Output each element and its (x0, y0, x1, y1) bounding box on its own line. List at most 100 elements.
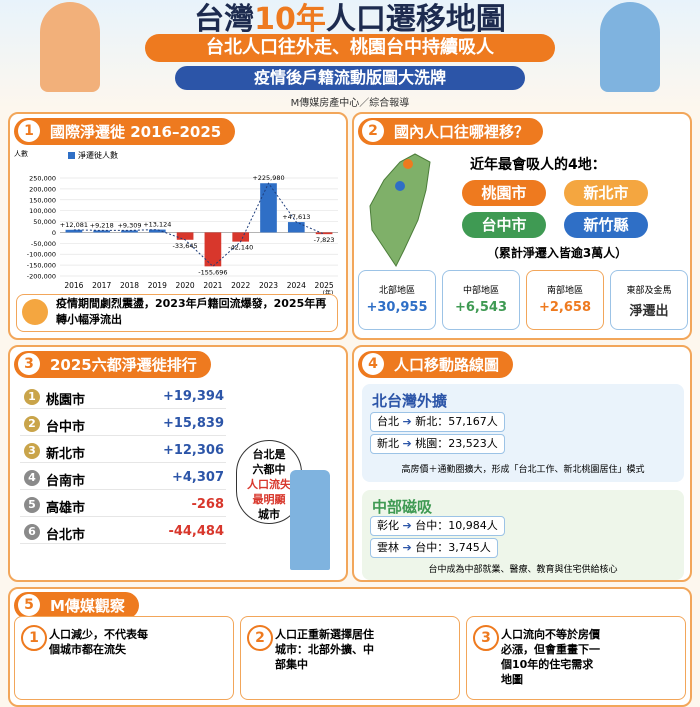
route: 雲林 ➔ 台中：3,745人 (370, 538, 498, 558)
y-tick-label: -200,000 (27, 273, 56, 281)
data-label: +13,124 (143, 221, 171, 229)
y-tick-label: 0 (52, 229, 56, 237)
route-arrow: ➔ (399, 519, 416, 532)
bubble-line: 人口流失 (247, 478, 291, 491)
route-note: 台中成為中部就業、醫療、教育與住宅供給核心 (428, 565, 618, 575)
footnote: （累計淨遷入皆逾3萬人） (486, 246, 628, 260)
note-box (16, 294, 338, 332)
legend-swatch (68, 152, 75, 159)
rank-number: 3 (24, 443, 40, 459)
route-value: 10,984人 (448, 519, 498, 532)
region-value: +2,658 (538, 300, 591, 315)
region-value: 淨遷出 (629, 304, 669, 319)
route-sep: ： (437, 519, 449, 532)
x-tick-label: 2019 (148, 281, 167, 290)
city-name: 高雄市 (46, 501, 86, 516)
section-title-text: 人口移動路線圖 (394, 356, 500, 374)
illustration (600, 2, 660, 92)
city-name: 台中市 (46, 420, 86, 435)
route-arrow: ➔ (399, 541, 416, 554)
section-number: 5 (18, 594, 40, 616)
bar (176, 232, 194, 240)
x-unit: (年) (323, 289, 334, 294)
x-tick-label: 2017 (92, 281, 111, 290)
y-axis-label: 人數 (14, 149, 28, 158)
route-sep: ： (437, 437, 449, 450)
map (369, 153, 431, 267)
route-from: 雲林 (377, 541, 399, 554)
data-label: -33,645 (173, 242, 198, 250)
region-value: +30,955 (366, 300, 428, 315)
data-label: +12,081 (60, 221, 88, 229)
bar (148, 229, 166, 233)
city-tag: 桃園市 (462, 180, 546, 206)
route-to: 台中 (415, 519, 438, 532)
data-label: -42,140 (228, 244, 253, 252)
observation-text: 人口正重新選擇居住城市：北部外擴、中部集中 (275, 628, 374, 671)
rank-number: 5 (24, 497, 40, 513)
y-tick-label: 250,000 (29, 175, 56, 183)
section-title: 2 國內人口往哪裡移？ (358, 118, 544, 145)
observation-text: 人口減少，不代表每個城市都在流失 (49, 628, 148, 656)
bar (65, 229, 83, 233)
rank-number: 6 (24, 524, 40, 540)
net-migration: +15,839 (162, 416, 224, 431)
region-name: 南部地區 (546, 286, 583, 296)
section-title: 1 國際淨遷徙 2016–2025 (14, 118, 236, 145)
y-tick-label: -100,000 (27, 251, 56, 259)
city-name: 台北市 (46, 528, 86, 543)
city-name: 台南市 (46, 474, 86, 489)
route-value: 3,745人 (448, 541, 491, 554)
route-title: 中部磁吸 (372, 498, 433, 516)
note: 疫情期間劇烈震盪，2023年戶籍回流爆發，2025年再轉小幅淨流出 (56, 297, 327, 326)
data-label: -155,696 (198, 268, 227, 276)
route-from: 新北 (377, 437, 399, 450)
rank-row: 5 高雄市 -268 (20, 494, 226, 517)
region: 中部地區 +6,543 (442, 270, 520, 330)
rank-row: 1 桃園市 +19,394 (20, 386, 226, 409)
route-panel: 中部磁吸 台中成為中部就業、醫療、教育與住宅供給核心 彰化 ➔ 台中：10,984人… (362, 490, 684, 580)
data-label: +9,309 (117, 221, 141, 229)
route-to: 桃園 (415, 437, 438, 450)
rank-number: 4 (24, 470, 40, 486)
bar (232, 232, 250, 242)
data-label: +9,218 (90, 221, 114, 229)
y-tick-label: -50,000 (31, 240, 56, 248)
route-note: 高房價＋通勤圈擴大，形成「台北工作、新北桃園居住」模式 (401, 465, 645, 475)
route: 彰化 ➔ 台中：10,984人 (370, 516, 505, 536)
bar (315, 232, 333, 235)
tagline: 疫情後戶籍流動版圖大洗牌 (175, 66, 525, 90)
region: 東部及金馬 淨遷出 (610, 270, 688, 330)
trend-line (73, 182, 325, 268)
region: 南部地區 +2,658 (526, 270, 604, 330)
route: 新北 ➔ 桃園：23,523人 (370, 434, 505, 454)
rank-row: 2 台中市 +15,839 (20, 413, 226, 436)
city-tag: 新北市 (564, 180, 648, 206)
data-label: +47,613 (282, 213, 310, 221)
icon (22, 299, 48, 325)
bar (204, 232, 222, 267)
section-number: 2 (362, 120, 384, 142)
route-value: 57,167人 (448, 415, 498, 428)
observation: 1 人口減少，不代表每個城市都在流失 (14, 616, 234, 700)
title: 台灣10年人口遷移地圖 (0, 0, 700, 38)
data-label: +225,980 (252, 174, 284, 182)
y-tick-label: 50,000 (33, 218, 56, 226)
x-tick-label: 2021 (203, 281, 222, 290)
route-to: 新北 (415, 415, 438, 428)
illustration (40, 2, 100, 92)
bubble-line: 城市 (258, 508, 280, 521)
y-tick-label: -150,000 (27, 262, 56, 270)
observation-text: 人口流向不等於房價必漲，但會重畫下一個10年的住宅需求地圖 (501, 628, 600, 686)
route-sep: ： (437, 541, 449, 554)
observation: 2 人口正重新選擇居住城市：北部外擴、中部集中 (240, 616, 460, 700)
net-migration: -44,484 (168, 524, 224, 539)
rank-number: 2 (24, 416, 40, 432)
region: 北部地區 +30,955 (358, 270, 436, 330)
illustration (290, 470, 330, 570)
x-tick-label: 2020 (176, 281, 195, 290)
route-from: 彰化 (377, 519, 399, 532)
rank-number: 1 (24, 389, 40, 405)
route-arrow: ➔ (399, 415, 416, 428)
